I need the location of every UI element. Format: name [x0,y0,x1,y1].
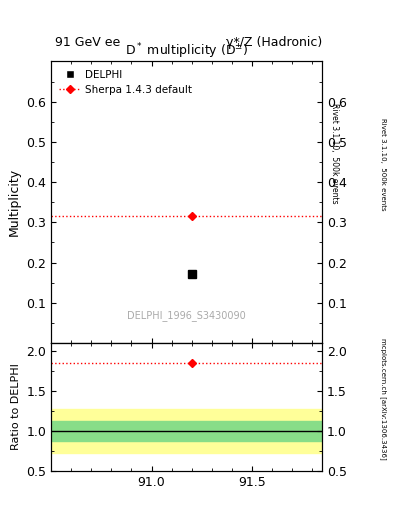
Text: DELPHI_1996_S3430090: DELPHI_1996_S3430090 [127,310,246,321]
Y-axis label: Multiplicity: Multiplicity [8,168,21,237]
Text: γ*/Z (Hadronic): γ*/Z (Hadronic) [226,36,322,49]
Bar [51,409,322,454]
Text: Rivet 3.1.10,  500k events: Rivet 3.1.10, 500k events [330,103,339,204]
Y-axis label: Ratio to DELPHI: Ratio to DELPHI [11,364,21,451]
Text: Rivet 3.1.10,  500k events: Rivet 3.1.10, 500k events [380,118,386,210]
Text: 91 GeV ee: 91 GeV ee [55,36,120,49]
Legend: DELPHI, Sherpa 1.4.3 default: DELPHI, Sherpa 1.4.3 default [56,67,196,98]
Bar [51,421,322,441]
Title: D$^*$ multiplicity (D$^{\pm}$): D$^*$ multiplicity (D$^{\pm}$) [125,42,248,61]
Text: mcplots.cern.ch [arXiv:1306.3436]: mcplots.cern.ch [arXiv:1306.3436] [380,338,387,460]
